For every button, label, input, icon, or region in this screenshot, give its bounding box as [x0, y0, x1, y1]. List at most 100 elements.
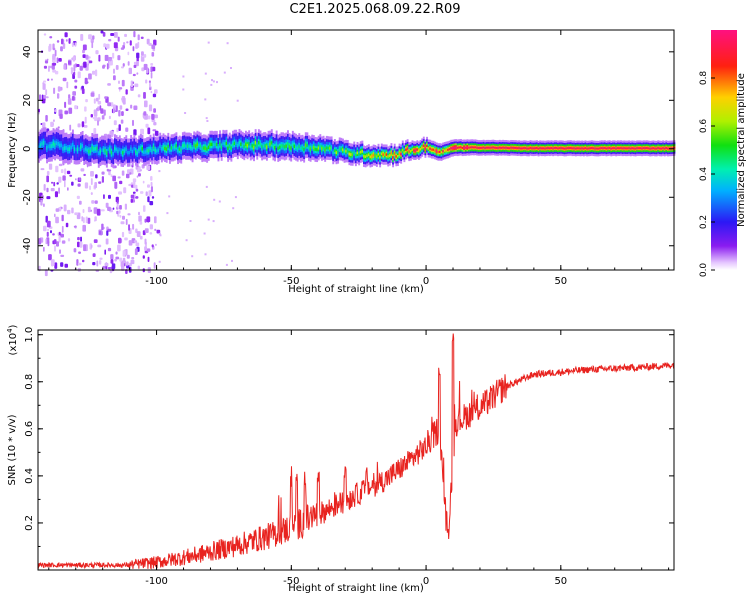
noise-speckle [77, 183, 81, 187]
band-cell [439, 150, 441, 153]
noise-speckle [53, 87, 56, 94]
band-cell [272, 145, 275, 149]
noise-speckle [103, 109, 106, 116]
noise-speckle [68, 38, 71, 44]
band-cell [612, 147, 614, 150]
noise-speckle [115, 256, 120, 260]
noise-speckle [108, 115, 111, 120]
band-cell [489, 146, 492, 149]
noise-speckle [207, 218, 210, 221]
spectrogram-frame [37, 29, 675, 271]
noise-speckle [83, 61, 87, 68]
noise-speckle [115, 251, 118, 255]
noise-speckle [138, 215, 142, 222]
noise-speckle [96, 107, 99, 111]
noise-speckle [144, 218, 147, 223]
band-cell [141, 147, 144, 151]
noise-speckle [64, 32, 68, 38]
x-tick-label: -50 [283, 276, 299, 287]
y-tick-label: 0 [22, 146, 33, 152]
noise-speckle [92, 35, 95, 40]
noise-speckle [116, 127, 119, 133]
noise-speckle [122, 97, 126, 105]
noise-speckle [108, 39, 112, 42]
noise-speckle [54, 191, 58, 198]
band-cell [299, 146, 302, 151]
noise-speckle [182, 75, 185, 78]
band-cell [351, 153, 354, 157]
noise-speckle [117, 36, 120, 42]
noise-speckle [130, 198, 133, 203]
band-cell [88, 149, 91, 154]
noise-speckle [151, 113, 155, 120]
noise-speckle [153, 108, 156, 113]
noise-speckle [116, 210, 119, 215]
band-cell [75, 147, 78, 152]
band-cell [304, 143, 307, 147]
noise-speckle [52, 233, 55, 236]
noise-speckle [93, 109, 98, 117]
band-cell [110, 150, 113, 155]
band-cell [503, 146, 506, 149]
band-cell [293, 144, 296, 148]
noise-speckle [47, 58, 49, 61]
band-cell [89, 149, 92, 154]
noise-speckle [154, 228, 157, 231]
figure-title: C2E1.2025.068.09.22.R09 [289, 2, 461, 17]
noise-speckle [92, 117, 97, 120]
band-cell [578, 147, 580, 150]
noise-speckle [154, 114, 158, 119]
noise-speckle [39, 94, 42, 101]
noise-speckle [104, 54, 109, 61]
noise-speckle [110, 254, 114, 260]
band-cell [485, 146, 488, 149]
x-tick-label: -100 [145, 276, 168, 287]
band-cell [461, 146, 464, 149]
band-cell [172, 146, 175, 150]
band-cell [91, 145, 94, 150]
noise-speckle [67, 209, 71, 215]
y-tick-label: 0.6 [24, 421, 35, 437]
band-cell [650, 147, 653, 150]
noise-speckle [86, 164, 89, 168]
band-cell [330, 146, 333, 150]
noise-speckle [139, 235, 143, 240]
band-cell [97, 151, 100, 155]
noise-speckle [123, 42, 126, 46]
noise-speckle [90, 171, 94, 177]
band-cell [332, 151, 335, 155]
band-cell [631, 147, 634, 150]
band-cell [319, 144, 322, 148]
band-cell [146, 149, 149, 153]
band-cell [502, 146, 504, 149]
noise-speckle [76, 195, 80, 199]
band-cell [607, 147, 610, 150]
band-cell [107, 147, 110, 151]
band-cell [584, 147, 587, 150]
noise-speckle [151, 244, 154, 248]
band-cell [658, 147, 661, 150]
noise-speckle [121, 111, 124, 116]
noise-speckle [189, 220, 192, 222]
noise-speckle [145, 191, 148, 196]
band-cell [521, 147, 524, 150]
noise-speckle [70, 68, 74, 75]
noise-speckle [204, 72, 207, 75]
noise-speckle [127, 51, 130, 56]
band-cell [600, 147, 603, 149]
noise-speckle [107, 169, 112, 172]
band-cell [63, 146, 66, 151]
band-cell [188, 144, 191, 148]
noise-speckle [147, 127, 151, 135]
noise-speckle [105, 43, 110, 49]
noise-speckle [113, 32, 118, 38]
noise-speckle [210, 83, 213, 86]
band-cell [401, 148, 404, 152]
noise-speckle [90, 178, 93, 185]
band-cell [256, 144, 259, 148]
band-cell [558, 147, 561, 150]
noise-speckle [102, 65, 105, 69]
noise-speckle [82, 209, 85, 213]
noise-speckle [74, 79, 78, 83]
band-cell [561, 147, 564, 150]
